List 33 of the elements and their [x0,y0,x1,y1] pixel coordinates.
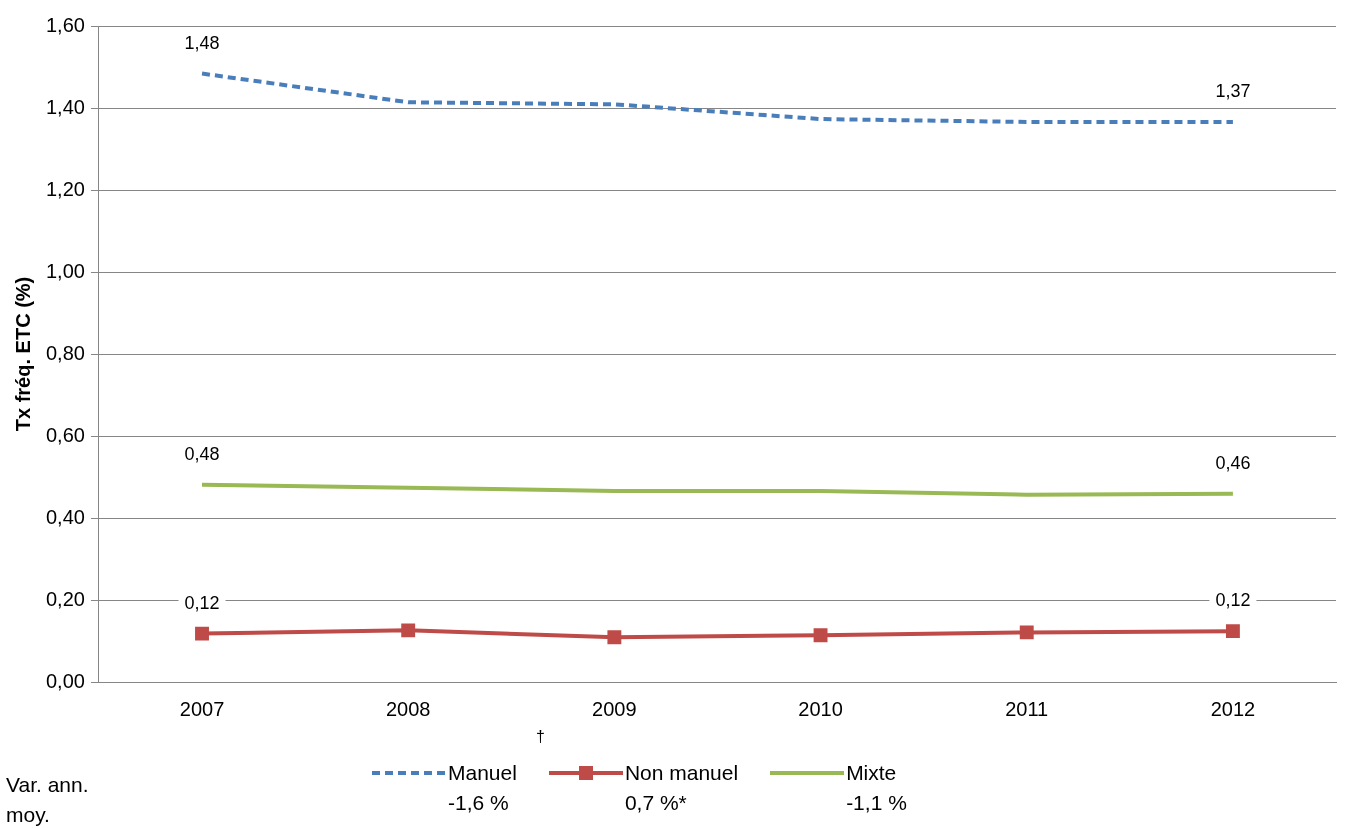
data-label: 0,48 [184,443,220,464]
legend-label: Mixte -1,1 % [846,760,907,816]
data-label: 0,12 [1215,590,1251,611]
y-axis-title: Tx fréq. ETC (%) [11,276,34,432]
point [1019,625,1034,640]
x-tick-label: 2009 [592,697,637,720]
point [401,623,416,638]
y-tick-label: 0,40 [45,505,85,528]
y-tick-label: 0,80 [45,341,85,364]
data-label: 0,12 [184,592,220,613]
x-tick-label: 2012 [1210,697,1256,720]
legend-label: Manuel -1,6 % [448,760,517,816]
data-label: 1,48 [184,32,220,53]
text: Var. ann. moy. [6,772,90,828]
point [195,626,209,641]
y-tick-label: 1,00 [45,259,85,282]
y-tick-label: 0,20 [45,587,85,610]
y-tick-label: 1,40 [45,95,85,118]
x-tick-label: 2008 [385,697,431,720]
y-tick-label: 0,60 [45,423,85,446]
legend-label: Non manuel 0,7 %* [624,760,739,816]
y-tick-label: 1,60 [45,13,85,36]
x-tick-label: 2007 [179,697,225,720]
point [607,630,622,645]
data-label: 0,46 [1215,452,1251,473]
y-tick-label: 0,00 [45,669,85,692]
point [813,628,828,643]
y-tick-label: 1,20 [45,177,85,200]
point [1225,624,1240,639]
x-tick-label: 2010 [798,697,843,720]
x-tick-label: 2011 [1005,697,1049,720]
data-label: 1,37 [1215,80,1251,101]
text: † [536,728,545,746]
